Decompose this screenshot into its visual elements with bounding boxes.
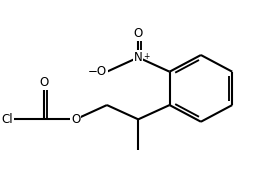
Text: +: + bbox=[143, 52, 150, 61]
Text: −O: −O bbox=[88, 65, 107, 78]
Text: O: O bbox=[71, 113, 80, 126]
Text: O: O bbox=[40, 76, 49, 89]
Text: Cl: Cl bbox=[1, 113, 13, 126]
Text: O: O bbox=[134, 27, 143, 40]
Text: N: N bbox=[134, 51, 143, 64]
